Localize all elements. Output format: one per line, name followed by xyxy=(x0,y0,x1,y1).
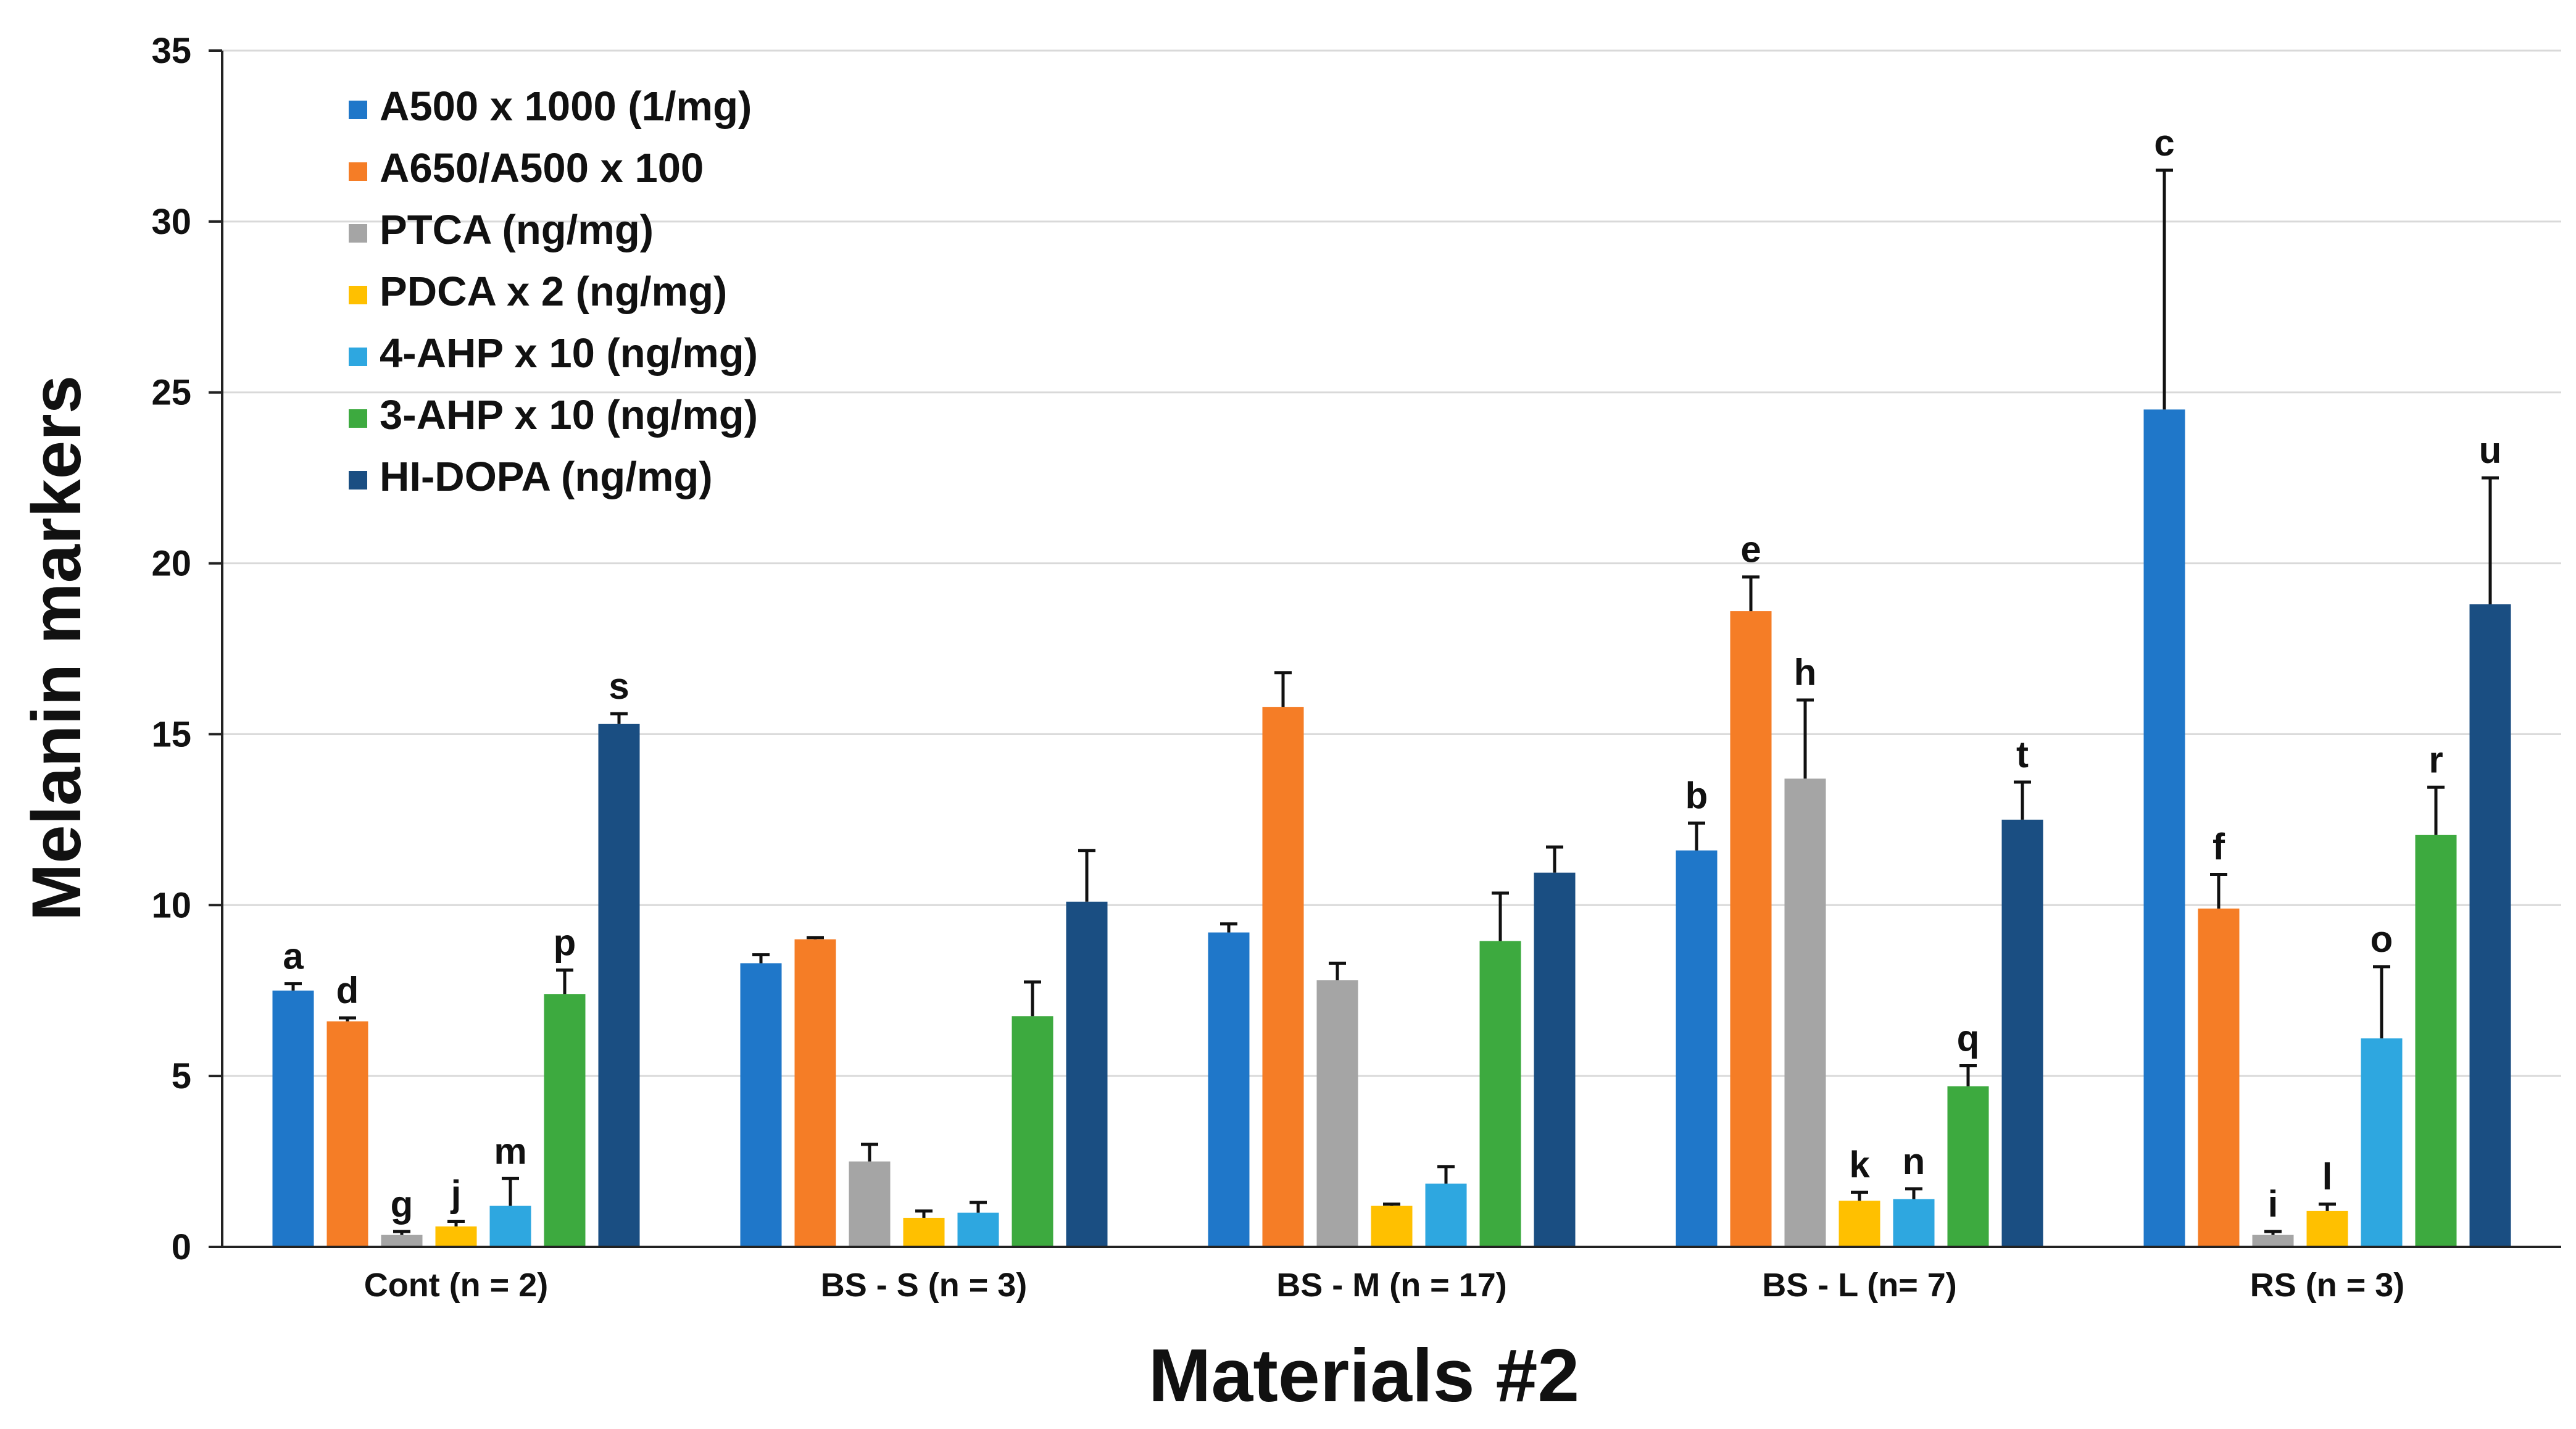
y-tick-label: 0 xyxy=(172,1227,191,1267)
significance-letter: b xyxy=(1685,775,1708,816)
legend-swatch xyxy=(349,101,367,119)
y-tick-label: 5 xyxy=(172,1056,191,1096)
y-tick-label: 10 xyxy=(151,885,191,925)
legend-label: A650/A500 x 100 xyxy=(380,145,704,191)
legend-swatch xyxy=(349,224,367,243)
bar xyxy=(544,994,586,1247)
bar xyxy=(1893,1199,1935,1247)
bar xyxy=(1066,901,1108,1247)
bar xyxy=(1676,850,1718,1247)
x-tick-label: BS - M (n = 17) xyxy=(1276,1267,1507,1304)
y-tick-label: 20 xyxy=(151,544,191,584)
significance-letter: m xyxy=(494,1130,526,1172)
bar xyxy=(489,1206,531,1247)
bar xyxy=(2143,409,2185,1247)
x-axis-label: Materials #2 xyxy=(1149,1333,1580,1417)
significance-letter: c xyxy=(2154,122,2174,164)
legend-swatch xyxy=(349,286,367,304)
significance-letter: r xyxy=(2429,739,2443,780)
bar xyxy=(2001,819,2043,1247)
significance-letter: i xyxy=(2268,1183,2279,1225)
significance-letter: o xyxy=(2370,919,2393,960)
significance-letter: u xyxy=(2479,430,2502,471)
bar xyxy=(1371,1206,1413,1247)
significance-letter: j xyxy=(451,1173,462,1214)
legend-swatch xyxy=(349,348,367,366)
x-tick-label: BS - L (n= 7) xyxy=(1762,1267,1957,1304)
bar xyxy=(435,1226,477,1247)
x-tick-label: RS (n = 3) xyxy=(2250,1267,2405,1304)
bar xyxy=(1730,611,1772,1247)
bar xyxy=(1208,932,1250,1247)
significance-letter: h xyxy=(1794,652,1817,693)
bar xyxy=(272,990,314,1247)
bar xyxy=(1425,1183,1467,1247)
significance-letter: s xyxy=(609,665,629,707)
bar xyxy=(740,963,782,1247)
bar xyxy=(1839,1201,1880,1247)
bar xyxy=(794,939,836,1247)
significance-letter: k xyxy=(1849,1144,1870,1185)
significance-letter: n xyxy=(1903,1141,1926,1182)
bar xyxy=(2306,1210,2348,1247)
bar xyxy=(598,723,640,1247)
legend-label: 4-AHP x 10 (ng/mg) xyxy=(380,330,758,377)
bar xyxy=(1534,872,1576,1247)
bar xyxy=(957,1212,999,1247)
legend-label: PDCA x 2 (ng/mg) xyxy=(380,269,727,315)
bar xyxy=(381,1235,423,1247)
significance-letter: q xyxy=(1957,1018,1980,1059)
bar xyxy=(2469,604,2511,1248)
significance-letter: g xyxy=(391,1183,413,1225)
legend-label: 3-AHP x 10 (ng/mg) xyxy=(380,392,758,438)
legend-swatch xyxy=(349,471,367,490)
bar-layer: ad g jm p s b e h k n q t c f i l o r u xyxy=(272,122,2511,1248)
x-tick-label: Cont (n = 2) xyxy=(364,1267,548,1304)
y-tick-label: 35 xyxy=(151,31,191,71)
y-tick-label: 30 xyxy=(151,202,191,242)
significance-letter: a xyxy=(283,936,304,977)
significance-letter: p xyxy=(554,922,576,963)
bar xyxy=(326,1021,368,1247)
bar xyxy=(2198,908,2240,1247)
y-tick-label: 15 xyxy=(151,714,191,754)
bar xyxy=(903,1217,945,1247)
legend: A500 x 1000 (1/mg) A650/A500 x 100 PTCA (n… xyxy=(349,83,758,500)
legend-label: HI-DOPA (ng/mg) xyxy=(380,454,713,500)
significance-letter: l xyxy=(2322,1156,2333,1198)
significance-letter: f xyxy=(2212,826,2225,867)
tick-layer: 0 5 10 15 20 25 30 35 Cont (n = 2) BS - S (n = 3)… xyxy=(151,31,2404,1304)
legend-label: A500 x 1000 (1/mg) xyxy=(380,83,752,130)
significance-letter: d xyxy=(336,970,359,1011)
significance-letter: e xyxy=(1740,529,1761,570)
legend-swatch xyxy=(349,162,367,181)
bar xyxy=(1479,941,1521,1247)
bar xyxy=(1012,1016,1053,1247)
x-tick-label: BS - S (n = 3) xyxy=(821,1267,1028,1304)
axis-layer xyxy=(221,51,2561,1248)
bar xyxy=(1784,778,1826,1247)
legend-label: PTCA (ng/mg) xyxy=(380,207,654,253)
bar xyxy=(1262,707,1304,1247)
bar xyxy=(2415,835,2457,1247)
bar xyxy=(1947,1086,1989,1247)
bar xyxy=(2361,1038,2403,1247)
bar xyxy=(2252,1235,2294,1247)
y-tick-label: 25 xyxy=(151,373,191,413)
legend-swatch xyxy=(349,409,367,428)
y-axis-label: Melanin markers xyxy=(18,375,95,921)
significance-letter: t xyxy=(2016,734,2029,775)
bar xyxy=(849,1161,891,1247)
bar xyxy=(1316,980,1358,1247)
